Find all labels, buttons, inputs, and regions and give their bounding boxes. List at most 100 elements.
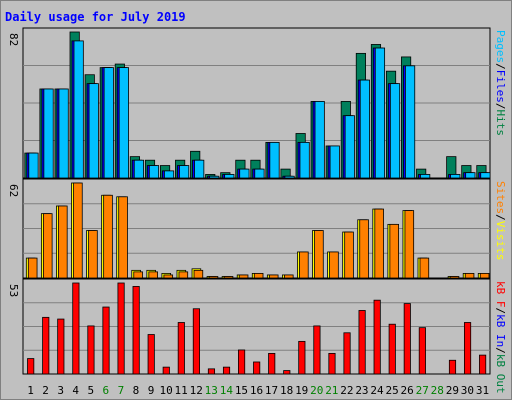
bar-kbytes-kb-f <box>328 352 336 375</box>
bar-kbytes-kb-f <box>102 306 110 375</box>
bar-visits-sites <box>42 213 53 279</box>
x-tick-label: 30 <box>461 384 474 397</box>
bar-kbytes-kb-f <box>253 361 261 375</box>
bar-visits-sites <box>374 208 384 279</box>
legend-entry: kB In <box>494 314 507 347</box>
bar-kbytes-kb-f <box>207 368 216 375</box>
legend-entry: Sites <box>494 181 507 214</box>
bar-visits-sites <box>193 269 204 279</box>
bar-hits-pages <box>148 165 160 179</box>
bar-hits-pages <box>118 67 129 179</box>
bar-kbytes-kb-f <box>448 359 457 375</box>
x-tick-label: 4 <box>72 384 79 397</box>
bar-hits-pages <box>224 174 235 179</box>
legend-entry: Visits <box>494 221 507 261</box>
legend-entry: / <box>494 214 507 221</box>
bar-visits-sites <box>103 194 113 279</box>
bar-kbytes-kb-f <box>117 282 125 375</box>
bar-visits-sites <box>163 274 174 279</box>
bar-hits-pages <box>405 65 416 179</box>
panel-hits-max-label: 82 <box>7 33 20 46</box>
x-tick-label: 28 <box>431 384 444 397</box>
legend-entry: Pages <box>494 30 507 63</box>
bar-visits-sites <box>58 205 68 279</box>
x-tick-label: 11 <box>175 384 188 397</box>
bar-kbytes-kb-f <box>27 358 35 375</box>
bar-hits-pages <box>254 168 265 179</box>
x-tick-label: 9 <box>148 384 155 397</box>
bar-kbytes-kb-f <box>418 327 426 375</box>
bar-kbytes-kb-f <box>313 325 321 375</box>
bar-visits-sites <box>27 257 38 279</box>
bar-hits-pages <box>344 115 355 179</box>
bar-kbytes-kb-f <box>268 352 276 375</box>
bar-visits-sites <box>133 271 143 279</box>
bar-hits-pages <box>239 168 250 179</box>
bar-visits-sites <box>238 274 249 279</box>
bar-visits-sites <box>253 272 264 279</box>
bar-hits-pages <box>450 174 461 179</box>
bar-kbytes-kb-f <box>162 366 170 375</box>
bar-hits-pages <box>480 172 491 179</box>
bar-hits-pages <box>359 79 370 179</box>
x-tick-label: 24 <box>370 384 384 397</box>
legend-entry: / <box>494 103 507 110</box>
bar-visits-sites <box>299 251 309 279</box>
panel-visits-max-label: 62 <box>7 184 20 197</box>
bar-hits-pages <box>179 165 190 179</box>
bar-visits-sites <box>118 196 128 279</box>
bar-visits-sites <box>73 182 83 279</box>
bar-visits-sites <box>148 271 158 279</box>
bar-hits-pages <box>420 174 431 179</box>
x-tick-label: 31 <box>476 384 489 397</box>
legend-entry: / <box>494 347 507 354</box>
bar-visits-sites <box>464 272 475 279</box>
panel-visits-legend: Sites/Visits <box>494 181 507 261</box>
bar-visits-sites <box>404 210 415 279</box>
bar-visits-sites <box>284 274 294 279</box>
x-tick-label: 20 <box>310 384 323 397</box>
bar-kbytes-kb-f <box>343 332 351 375</box>
bar-kbytes-kb-f <box>373 299 381 375</box>
legend-entry: kB F <box>494 281 507 308</box>
bar-kbytes-kb-f <box>403 303 411 375</box>
panel-hits-legend: Pages/Files/Hits <box>494 30 507 136</box>
x-tick-label: 14 <box>220 384 234 397</box>
x-tick-label: 10 <box>159 384 172 397</box>
legend-entry: kB Out <box>494 354 507 394</box>
x-tick-label: 3 <box>57 384 64 397</box>
x-tick-label: 7 <box>118 384 125 397</box>
x-tick-label: 18 <box>280 384 293 397</box>
x-tick-label: 5 <box>87 384 94 397</box>
bar-hits-pages <box>465 172 476 179</box>
x-tick-label: 19 <box>295 384 308 397</box>
panel-kbytes-legend: kB F/kB In/kB Out <box>494 281 507 394</box>
bar-visits-sites <box>329 251 339 279</box>
bar-hits-pages <box>194 159 205 179</box>
bar-visits-sites <box>314 230 324 279</box>
bar-kbytes-kb-f <box>388 323 396 375</box>
x-tick-label: 1 <box>27 384 34 397</box>
bar-kbytes-kb-f <box>463 322 472 375</box>
bar-kbytes-kb-f <box>358 310 366 375</box>
bar-kbytes-kb-f <box>222 366 231 375</box>
x-tick-label: 16 <box>250 384 263 397</box>
bar-visits-sites <box>268 274 279 279</box>
bar-hits-pages <box>314 101 325 179</box>
x-tick-label: 27 <box>416 384 429 397</box>
bar-hits-pages <box>133 159 144 179</box>
legend-entry: Files <box>494 70 507 103</box>
x-tick-label: 2 <box>42 384 49 397</box>
x-tick-label: 26 <box>401 384 414 397</box>
bar-kbytes-kb-f <box>238 349 246 375</box>
bar-hits-pages <box>73 40 84 179</box>
x-tick-label: 29 <box>446 384 459 397</box>
bar-kbytes-kb-f <box>479 354 487 375</box>
x-tick-label: 21 <box>325 384 338 397</box>
legend-entry: Hits <box>494 110 507 137</box>
bar-visits-sites <box>88 230 98 279</box>
bar-hits-pages <box>209 175 220 179</box>
bar-hits-pages <box>58 88 69 179</box>
